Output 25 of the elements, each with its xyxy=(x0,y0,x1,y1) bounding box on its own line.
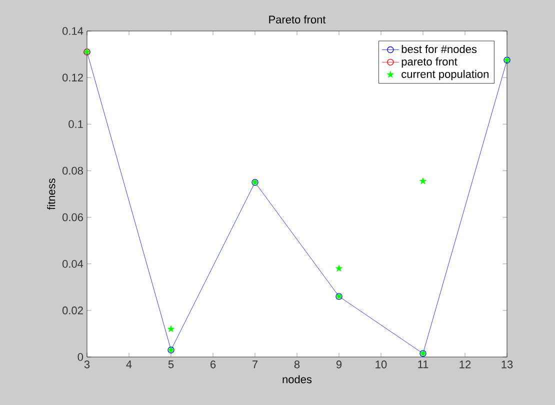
legend-label: best for #nodes xyxy=(402,44,477,54)
x-tick-label: 13 xyxy=(502,360,513,368)
x-tick-label: 5 xyxy=(168,360,174,368)
x-tick-label: 12 xyxy=(460,360,471,368)
x-tick-label: 6 xyxy=(210,360,216,368)
x-tick-label: 8 xyxy=(294,360,300,368)
y-tick-label: 0.14 xyxy=(62,27,84,35)
chart-title: Pareto front xyxy=(269,15,326,24)
y-tick-label: 0.06 xyxy=(62,213,83,222)
y-tick-label: 0 xyxy=(78,353,84,361)
legend-label: current population xyxy=(402,70,488,80)
x-tick-label: 10 xyxy=(376,360,387,368)
x-axis-title: nodes xyxy=(282,375,312,384)
y-tick-label: 0.08 xyxy=(62,166,83,175)
x-tick-label: 4 xyxy=(126,360,132,368)
y-tick-label: 0.12 xyxy=(62,74,83,82)
x-tick-label: 9 xyxy=(336,360,342,368)
y-tick-label: 0.1 xyxy=(68,120,83,128)
x-tick-label: 3 xyxy=(84,360,90,368)
legend-label: pareto front xyxy=(402,57,458,68)
x-tick-label: 11 xyxy=(418,360,428,368)
y-tick-label: 0.04 xyxy=(62,260,84,268)
y-axis-title: fitness xyxy=(47,178,56,210)
x-tick-label: 7 xyxy=(252,360,258,368)
y-tick-label: 0.02 xyxy=(62,306,83,314)
